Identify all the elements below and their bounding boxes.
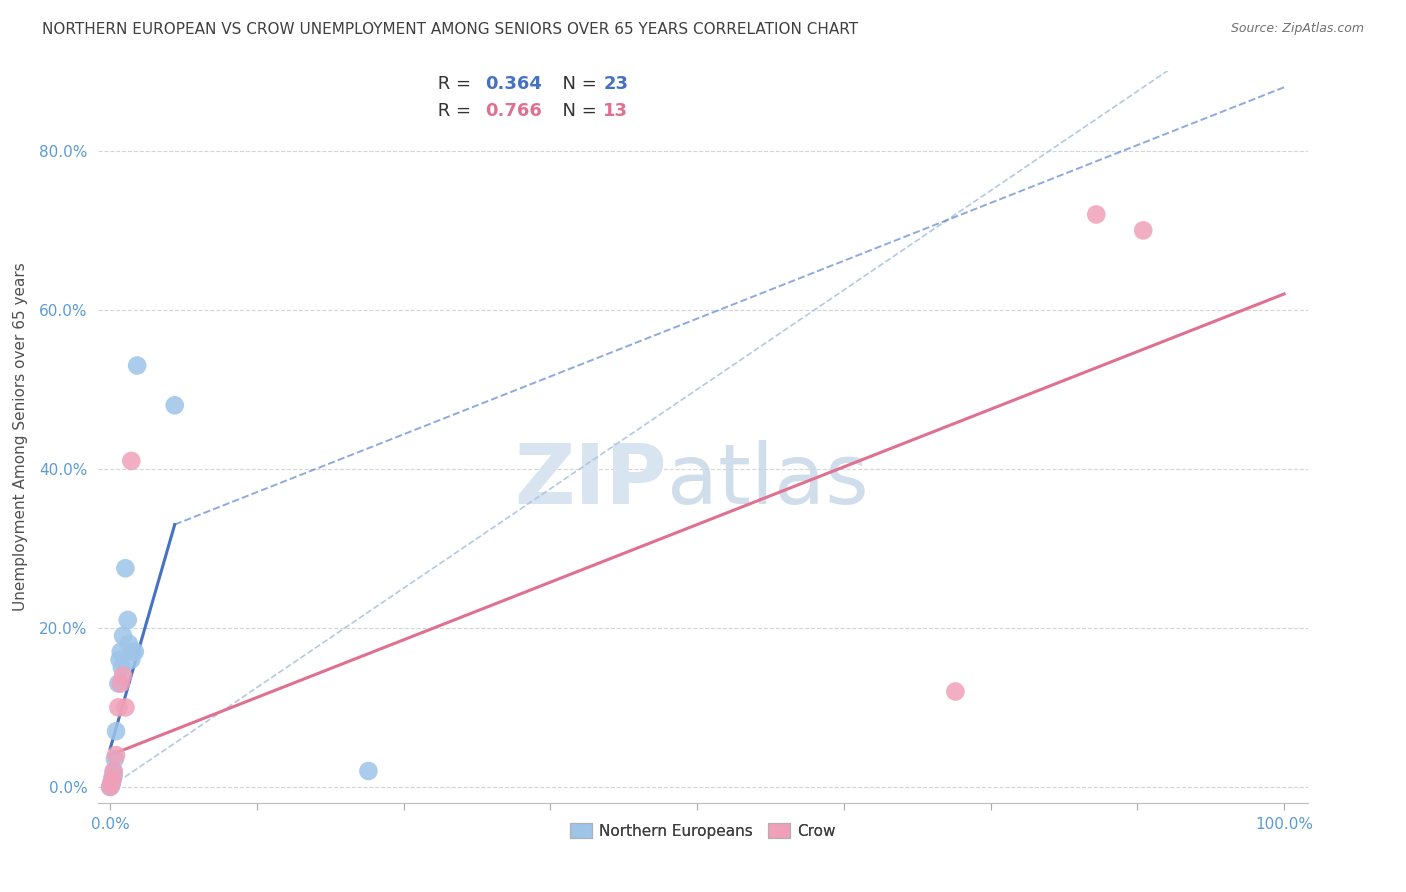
Text: 13: 13 <box>603 102 628 120</box>
Point <box>357 764 380 778</box>
Point <box>163 398 186 412</box>
Text: N =: N = <box>551 102 603 120</box>
Text: 0.766: 0.766 <box>485 102 541 120</box>
Point <box>105 748 128 763</box>
Point <box>111 660 134 674</box>
Point <box>105 724 128 739</box>
Point <box>103 764 125 778</box>
Point <box>104 752 127 766</box>
Point <box>98 780 121 794</box>
Point <box>114 700 136 714</box>
Point <box>118 637 141 651</box>
Point <box>112 668 135 682</box>
Point <box>100 776 122 790</box>
Point <box>107 700 129 714</box>
Text: ZIP: ZIP <box>515 441 666 522</box>
Point <box>117 613 139 627</box>
Point <box>103 768 125 782</box>
Legend: Northern Europeans, Crow: Northern Europeans, Crow <box>562 815 844 847</box>
Text: R =: R = <box>432 75 477 93</box>
Point <box>114 561 136 575</box>
Point <box>100 778 122 792</box>
Point <box>101 773 124 788</box>
Point <box>121 645 143 659</box>
Point <box>103 765 125 780</box>
Point <box>1085 207 1108 221</box>
Text: R =: R = <box>432 102 477 120</box>
Text: N =: N = <box>551 75 603 93</box>
Point <box>101 770 124 784</box>
Text: atlas: atlas <box>666 441 869 522</box>
Point <box>98 780 121 794</box>
Point <box>127 359 149 373</box>
Point <box>120 653 142 667</box>
Point <box>1132 223 1154 237</box>
Text: NORTHERN EUROPEAN VS CROW UNEMPLOYMENT AMONG SENIORS OVER 65 YEARS CORRELATION C: NORTHERN EUROPEAN VS CROW UNEMPLOYMENT A… <box>42 22 858 37</box>
Point <box>112 629 135 643</box>
Point <box>124 645 146 659</box>
Point <box>101 772 124 786</box>
Y-axis label: Unemployment Among Seniors over 65 years: Unemployment Among Seniors over 65 years <box>13 263 28 611</box>
Point <box>120 454 142 468</box>
Point <box>107 676 129 690</box>
Point <box>110 645 132 659</box>
Point <box>100 776 122 790</box>
Point <box>945 684 967 698</box>
Text: Source: ZipAtlas.com: Source: ZipAtlas.com <box>1230 22 1364 36</box>
Point <box>108 653 131 667</box>
Point <box>110 676 132 690</box>
Text: 0.364: 0.364 <box>485 75 541 93</box>
Text: 23: 23 <box>603 75 628 93</box>
